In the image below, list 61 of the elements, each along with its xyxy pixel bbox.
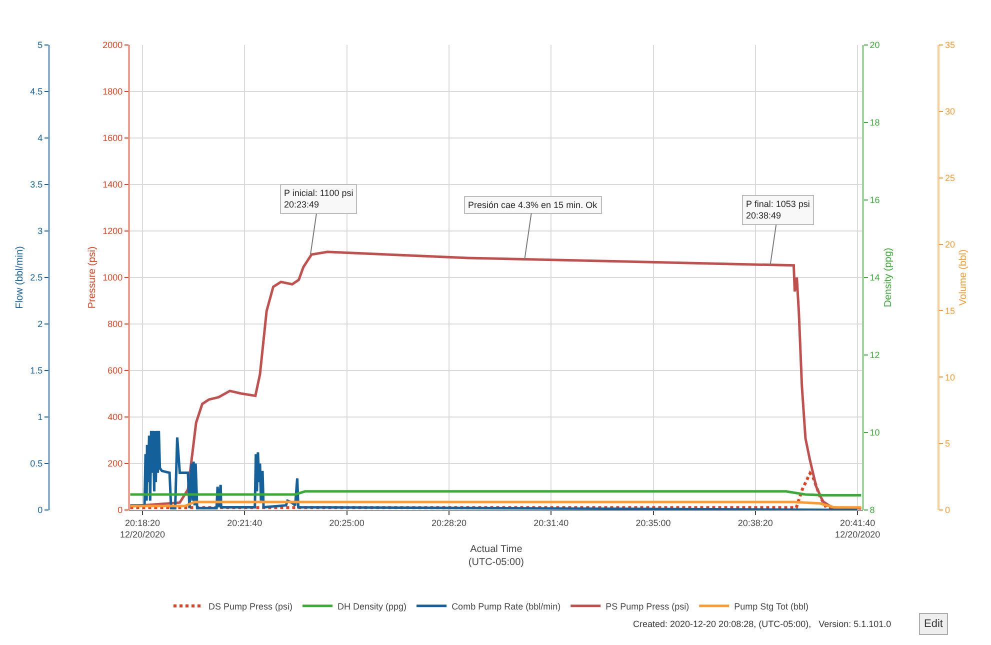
- legend-label: Comb Pump Rate (bbl/min): [452, 601, 561, 612]
- y2-tick-label: 1.5: [30, 366, 43, 376]
- y2-tick-label: 0: [38, 505, 43, 516]
- text: Created: 2020-12-20 20:08:28, (UTC-05:00), Version: 5.1.101.0: [633, 619, 892, 629]
- y-tick-label: 5: [945, 438, 950, 449]
- y3-tick-label: 20: [870, 40, 880, 50]
- annotation: P final: 1053 psi 20:38:49: [746, 199, 810, 221]
- y-tick-label: 800: [108, 319, 123, 330]
- x-tick-label: 20:41:40 12/20/2020: [835, 518, 880, 540]
- y2-tick-label: 5: [38, 40, 43, 50]
- x-tick-label: 20:21:40: [227, 518, 262, 528]
- y-axis-title: Volume (bbl): [958, 249, 970, 306]
- x-tick-label: 20:38:20: [738, 518, 773, 528]
- y-tick-label: 1800: [102, 86, 123, 97]
- y-tick-label: 0: [945, 505, 950, 516]
- legend-label: Pump Stg Tot (bbl): [734, 601, 809, 612]
- y3-tick-label: 10: [870, 428, 880, 438]
- x-tick-label: 20:18:20 12/20/2020: [120, 518, 166, 540]
- y3-tick-label: 8: [870, 505, 875, 516]
- y-tick-label: 35: [945, 40, 956, 50]
- y2-tick-label: 4.5: [30, 86, 43, 97]
- annotation: P inicial: 1100 psi 20:23:49: [284, 188, 354, 210]
- y3-tick-label: 12: [870, 350, 880, 360]
- x-tick-label: 20:35:00: [636, 518, 671, 528]
- x-axis-title: Actual Time (UTC-05:00): [468, 544, 524, 568]
- text: Edit: [924, 618, 943, 630]
- y-tick-label: 1400: [102, 180, 123, 190]
- y-tick-label: 0: [118, 505, 123, 516]
- y3-tick-label: 14: [870, 272, 880, 283]
- y-tick-label: 1600: [102, 133, 123, 144]
- legend-label: DH Density (ppg): [338, 601, 407, 612]
- x-tick-label: 20:31:40: [534, 518, 569, 528]
- y3-axis-title: Density (ppg): [882, 248, 894, 308]
- y-tick-label: 1200: [102, 226, 123, 236]
- y-tick-label: 600: [108, 366, 123, 376]
- y-tick-label: 15: [945, 306, 956, 316]
- y2-tick-label: 1: [38, 412, 43, 422]
- y-tick-label: 25: [945, 173, 956, 184]
- y3-tick-label: 16: [870, 195, 880, 206]
- legend-label: PS Pump Press (psi): [606, 601, 690, 612]
- y2-tick-label: 3.5: [30, 180, 43, 190]
- y2-tick-label: 2: [38, 319, 43, 330]
- y-tick-label: 1000: [102, 272, 123, 283]
- y-tick-label: 2000: [102, 40, 123, 50]
- legend-label: DS Pump Press (psi): [208, 601, 293, 612]
- y2-tick-label: 0.5: [30, 458, 43, 469]
- y2-axis-title: Flow (bbl/min): [14, 246, 26, 309]
- y-tick-label: 10: [945, 372, 956, 382]
- y-tick-label: 400: [108, 412, 123, 422]
- annotation: Presión cae 4.3% en 15 min. Ok: [468, 200, 598, 210]
- y-tick-label: 30: [945, 106, 956, 117]
- y-tick-label: 20: [945, 239, 956, 250]
- x-tick-label: 20:25:00: [329, 518, 364, 528]
- y-axis-title: Pressure (psi): [87, 246, 98, 309]
- line-series: [129, 430, 858, 510]
- y2-tick-label: 3: [38, 226, 43, 236]
- y2-tick-label: 2.5: [30, 272, 43, 283]
- y-tick-label: 200: [108, 458, 123, 469]
- x-tick-label: 20:28:20: [431, 518, 466, 528]
- y3-tick-label: 18: [870, 118, 880, 128]
- y2-tick-label: 4: [38, 133, 43, 144]
